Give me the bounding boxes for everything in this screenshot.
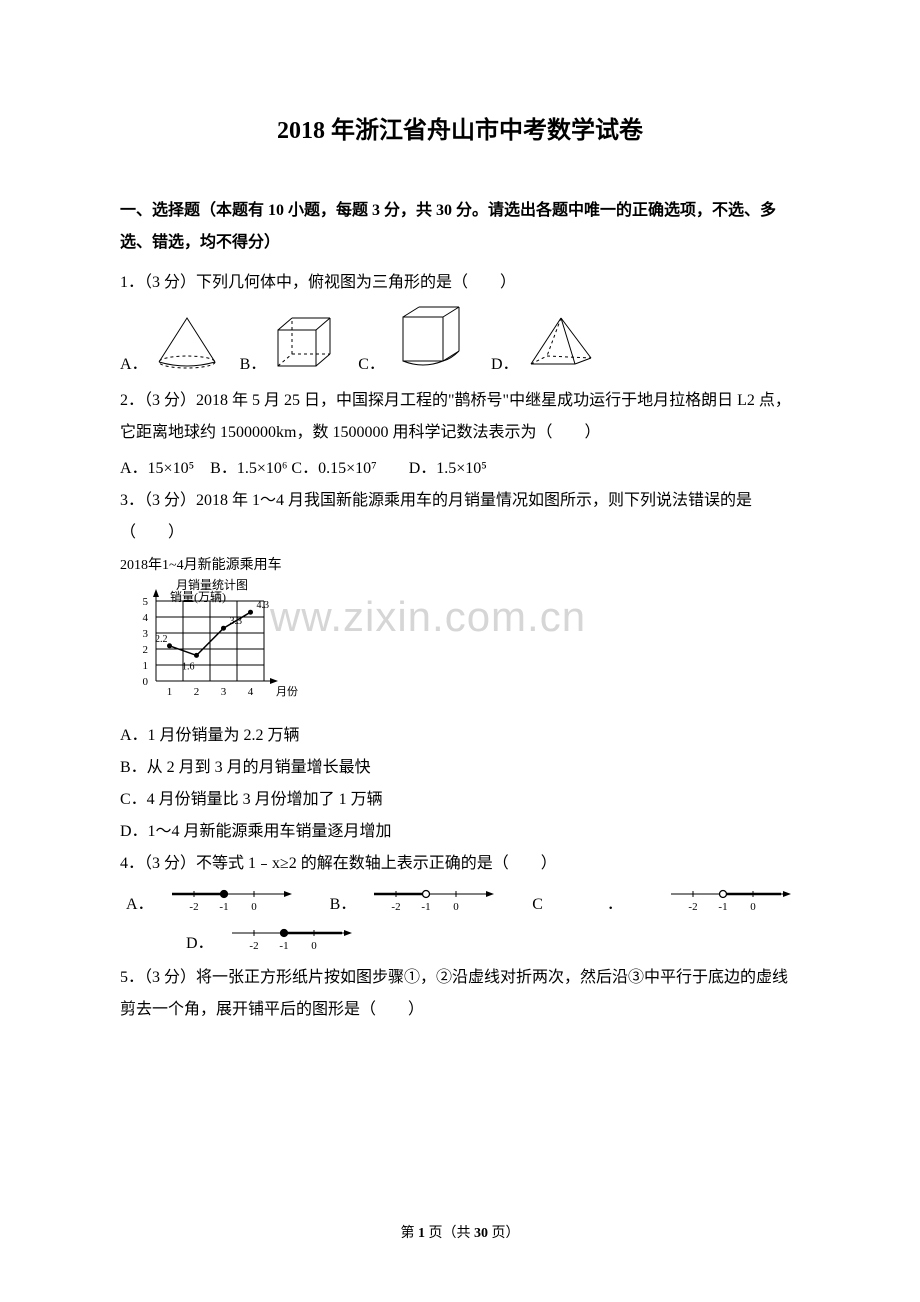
q4-B-label: B．	[330, 890, 357, 914]
svg-text:3: 3	[221, 686, 227, 698]
svg-text:0: 0	[143, 676, 149, 688]
svg-text:-1: -1	[279, 940, 288, 952]
q2-options: A．15×10⁵ B．1.5×10⁶ C．0.15×10⁷ D．1.5×10⁵	[120, 453, 800, 485]
svg-text:-2: -2	[249, 940, 258, 952]
q4-row1: A． -2 -1 0 B． -2 -1 0 C ． -2 -1 0	[120, 884, 800, 919]
svg-text:4: 4	[248, 686, 254, 698]
cone-icon	[152, 314, 222, 381]
page-footer: 第 1 页（共 30 页）	[0, 1222, 920, 1242]
footer-pre: 第	[401, 1226, 419, 1241]
footer-page: 1	[418, 1226, 425, 1241]
svg-text:-2: -2	[189, 901, 198, 913]
q1-B-label: B．	[240, 349, 267, 381]
page-title: 2018 年浙江省舟山市中考数学试卷	[120, 110, 800, 145]
q2-text: 2．（3 分）2018 年 5 月 25 日，中国探月工程的"鹊桥号"中继星成功…	[120, 385, 800, 449]
number-line-d: -2 -1 0	[220, 923, 360, 958]
svg-text:0: 0	[311, 940, 317, 952]
q3-A: A．1 月份销量为 2.2 万辆	[120, 720, 800, 752]
svg-text:2.2: 2.2	[155, 634, 168, 645]
q1-A-label: A．	[120, 349, 148, 381]
svg-text:-1: -1	[219, 901, 228, 913]
svg-text:月份: 月份	[276, 685, 298, 698]
section-header: 一、选择题（本题有 10 小题，每题 3 分，共 30 分。请选出各题中唯一的正…	[120, 195, 800, 259]
q4-C-label: C ．	[532, 890, 653, 914]
svg-text:3.3: 3.3	[230, 617, 243, 628]
footer-mid: 页（共	[425, 1226, 474, 1241]
svg-text:0: 0	[750, 901, 756, 913]
svg-text:4.3: 4.3	[257, 601, 270, 612]
q4-text: 4．（3 分）不等式 1﹣x≥2 的解在数轴上表示正确的是（ ）	[120, 848, 800, 880]
q1-text: 1．（3 分）下列几何体中，俯视图为三角形的是（ ）	[120, 267, 800, 299]
cube-icon	[270, 314, 340, 381]
q4-row2: D． -2 -1 0	[180, 923, 800, 958]
number-line-b: -2 -1 0	[362, 884, 502, 919]
q3-D: D．1～4 月新能源乘用车销量逐月增加	[120, 816, 800, 848]
footer-suf: 页）	[488, 1226, 520, 1241]
prism-icon	[389, 303, 473, 381]
q4-A-label: A．	[126, 890, 154, 914]
svg-text:2: 2	[143, 644, 149, 656]
svg-text:销量(万辆): 销量(万辆)	[170, 590, 226, 604]
q3-chart: 2018年1~4月新能源乘用车 月销量统计图销量(万辆)0123451234月份…	[120, 555, 800, 712]
pyramid-icon	[523, 314, 599, 381]
svg-text:5: 5	[143, 596, 149, 608]
chart-caption-1: 2018年1~4月新能源乘用车	[120, 555, 800, 577]
q3-text: 3．（3 分）2018 年 1～4 月我国新能源乘用车的月销量情况如图所示，则下…	[120, 485, 800, 549]
number-line-a: -2 -1 0	[160, 884, 300, 919]
svg-text:-2: -2	[688, 901, 697, 913]
svg-text:0: 0	[454, 901, 460, 913]
svg-text:-1: -1	[718, 901, 727, 913]
svg-text:4: 4	[143, 612, 149, 624]
svg-text:3: 3	[143, 628, 149, 640]
q1-D-label: D．	[491, 349, 519, 381]
svg-text:2: 2	[194, 686, 200, 698]
svg-text:-1: -1	[422, 901, 431, 913]
q3-B: B．从 2 月到 3 月的月销量增长最快	[120, 752, 800, 784]
svg-text:1: 1	[143, 660, 149, 672]
q1-C-label: C．	[358, 349, 385, 381]
footer-total: 30	[474, 1226, 488, 1241]
line-chart-icon: 月销量统计图销量(万辆)0123451234月份2.21.63.34.3	[120, 577, 320, 707]
q5-text: 5．（3 分）将一张正方形纸片按如图步骤①，②沿虚线对折两次，然后沿③中平行于底…	[120, 962, 800, 1026]
svg-text:0: 0	[251, 901, 257, 913]
q4-D-label: D．	[186, 929, 214, 953]
svg-text:1.6: 1.6	[182, 662, 195, 673]
q3-C: C．4 月份销量比 3 月份增加了 1 万辆	[120, 784, 800, 816]
svg-text:-2: -2	[392, 901, 401, 913]
svg-text:1: 1	[167, 686, 173, 698]
number-line-c: -2 -1 0	[659, 884, 799, 919]
q1-options: A． B． C．	[120, 303, 800, 381]
